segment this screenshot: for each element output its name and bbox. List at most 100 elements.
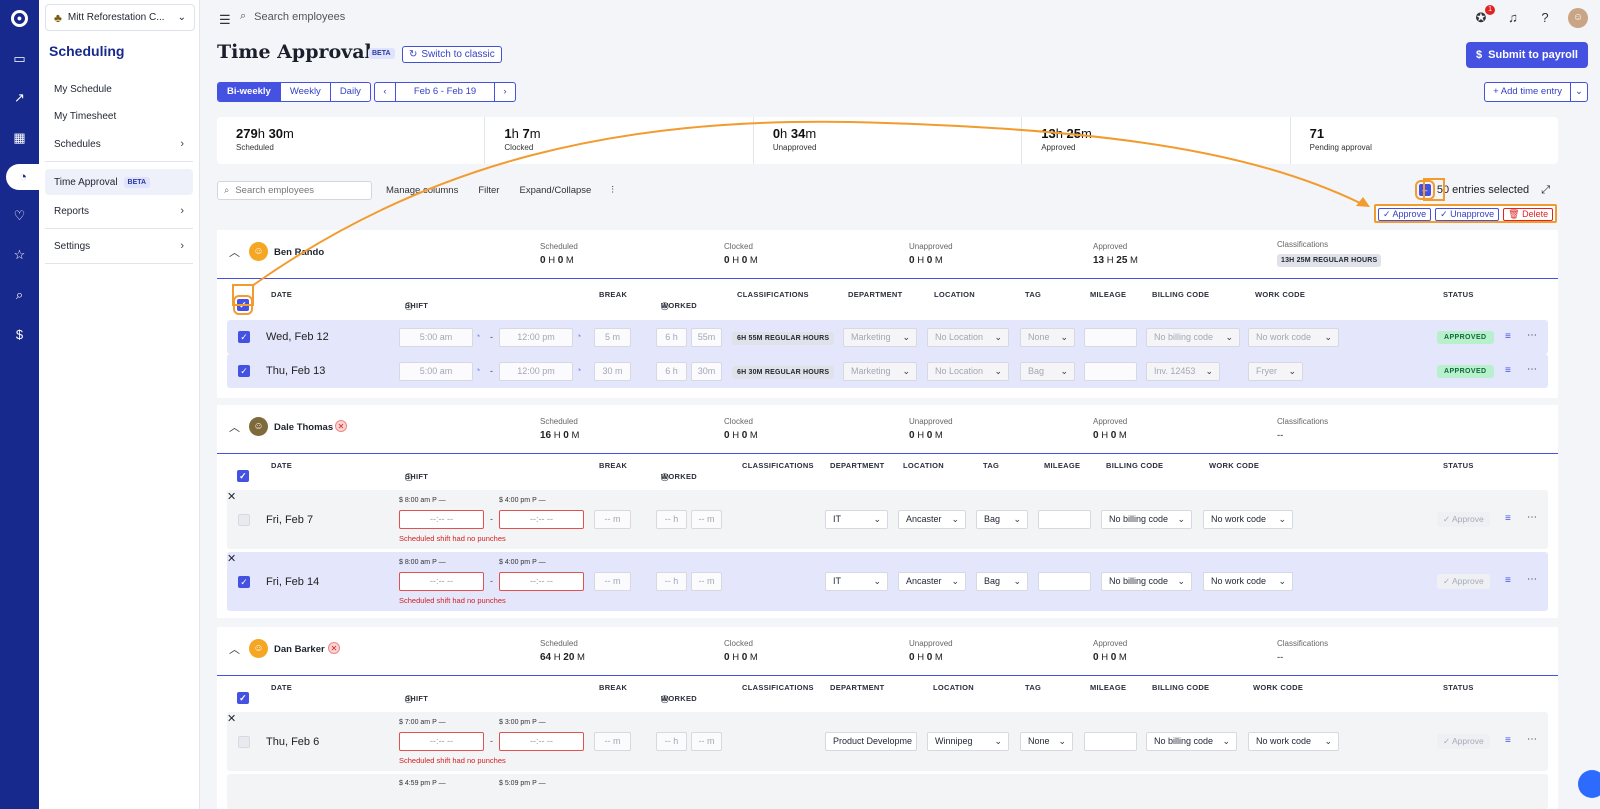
- mileage-input[interactable]: [1084, 362, 1137, 381]
- sidebar-item-settings[interactable]: Settings ›: [45, 233, 193, 259]
- worked-hours-input[interactable]: -- h: [656, 732, 687, 751]
- location-select[interactable]: No Location ⌄: [927, 362, 1009, 381]
- calendar-icon[interactable]: ▦: [13, 130, 26, 145]
- row-checkbox[interactable]: ✓: [238, 576, 250, 588]
- shift-end-input[interactable]: 12:00 pm: [499, 362, 573, 381]
- sliders-icon[interactable]: ⫶: [611, 184, 614, 196]
- department-input[interactable]: Product Developme: [825, 732, 917, 751]
- badge-star-icon[interactable]: ✪ 1: [1472, 5, 1495, 27]
- mileage-input[interactable]: [1084, 732, 1137, 751]
- search-input[interactable]: Search employees: [254, 10, 346, 23]
- notes-icon[interactable]: ≡: [1505, 735, 1511, 746]
- shift-start-input[interactable]: --:-- --: [399, 732, 484, 751]
- department-select[interactable]: IT ⌄: [825, 510, 888, 529]
- view-daily[interactable]: Daily: [339, 86, 361, 97]
- menu-icon[interactable]: ☰: [219, 12, 231, 27]
- org-switcher[interactable]: ♣ Mitt Reforestation C... ⌄: [45, 4, 195, 31]
- mileage-input[interactable]: [1038, 572, 1091, 591]
- manage-columns-button[interactable]: Manage columns: [386, 184, 459, 196]
- dollar-icon[interactable]: $: [15, 327, 24, 342]
- shift-start-input[interactable]: --:-- --: [399, 510, 484, 529]
- work-code-select[interactable]: Fryer ⌄: [1248, 362, 1303, 381]
- work-code-select[interactable]: No work code ⌄: [1203, 572, 1293, 591]
- work-code-select[interactable]: No work code ⌄: [1203, 510, 1293, 529]
- heart-icon[interactable]: ♡: [13, 208, 26, 223]
- approve-button[interactable]: ✓ Approve: [1437, 574, 1490, 589]
- mileage-input[interactable]: [1038, 510, 1091, 529]
- shift-end-input[interactable]: --:-- --: [499, 510, 584, 529]
- work-code-select[interactable]: No work code ⌄: [1248, 732, 1339, 751]
- collapse-icon[interactable]: ︿: [229, 247, 240, 259]
- shift-start-input[interactable]: 5:00 am: [399, 328, 473, 347]
- avatar[interactable]: ☺: [1568, 8, 1588, 28]
- worked-hours-input[interactable]: -- h: [656, 510, 687, 529]
- notes-icon[interactable]: ≡: [1505, 575, 1511, 586]
- department-select[interactable]: IT ⌄: [825, 572, 888, 591]
- row-select-all-checkbox[interactable]: ✓: [237, 692, 249, 704]
- bulk-delete-button[interactable]: 🗑 Delete: [1503, 208, 1554, 221]
- break-input[interactable]: 5 m: [594, 328, 631, 347]
- work-code-select[interactable]: No work code ⌄: [1248, 328, 1339, 347]
- worked-minutes-input[interactable]: -- m: [691, 510, 722, 529]
- more-icon[interactable]: ⋯: [1527, 330, 1537, 341]
- bell-icon[interactable]: ♫: [1508, 10, 1518, 25]
- row-checkbox[interactable]: ✓: [238, 365, 250, 377]
- department-select[interactable]: Marketing ⌄: [843, 328, 917, 347]
- approve-button[interactable]: ✓ Approve: [1437, 512, 1490, 527]
- search-people-icon[interactable]: ⌕: [15, 287, 24, 302]
- shift-end-input[interactable]: --:-- --: [499, 732, 584, 751]
- location-select[interactable]: No Location ⌄: [927, 328, 1009, 347]
- switch-classic-button[interactable]: ↻ Switch to classic: [402, 46, 502, 63]
- location-select[interactable]: Ancaster ⌄: [898, 510, 966, 529]
- sidebar-item-my-timesheet[interactable]: My Timesheet: [45, 103, 193, 129]
- notes-icon[interactable]: ≡: [1505, 513, 1511, 524]
- chat-launcher[interactable]: [1578, 770, 1600, 798]
- view-weekly[interactable]: Weekly: [281, 83, 331, 101]
- more-icon[interactable]: ⋯: [1527, 734, 1537, 745]
- collapse-icon[interactable]: ︿: [229, 644, 240, 656]
- sidebar-item-time-approval[interactable]: Time Approval BETA: [45, 169, 193, 195]
- row-checkbox[interactable]: [238, 736, 250, 748]
- worked-minutes-input[interactable]: -- m: [691, 572, 722, 591]
- tag-select[interactable]: None ⌄: [1020, 732, 1073, 751]
- notes-icon[interactable]: ≡: [1505, 365, 1511, 376]
- add-time-entry-button[interactable]: + Add time entry ⌄: [1484, 82, 1588, 102]
- row-checkbox[interactable]: ✓: [238, 331, 250, 343]
- billing-code-select[interactable]: No billing code ⌄: [1146, 732, 1237, 751]
- sidebar-item-reports[interactable]: Reports ›: [45, 198, 193, 224]
- bulk-unapprove-button[interactable]: ✓ Unapprove: [1435, 208, 1500, 221]
- select-all-checkbox[interactable]: –: [1414, 180, 1435, 200]
- view-bi-weekly[interactable]: Bi-weekly: [218, 83, 281, 101]
- help-icon[interactable]: ?: [1541, 10, 1549, 25]
- approve-button[interactable]: ✓ Approve: [1437, 734, 1490, 749]
- worked-hours-input[interactable]: -- h: [656, 572, 687, 591]
- global-search[interactable]: ⌕ Search employees: [240, 10, 345, 23]
- worked-hours-input[interactable]: 6 h: [656, 362, 687, 381]
- shift-end-input[interactable]: 12:00 pm: [499, 328, 573, 347]
- bulk-approve-button[interactable]: ✓ Approve: [1378, 208, 1432, 221]
- more-icon[interactable]: ⋯: [1527, 364, 1537, 375]
- row-select-all-checkbox[interactable]: ✓: [237, 470, 249, 482]
- row-checkbox[interactable]: [238, 514, 250, 526]
- tag-select[interactable]: None ⌄: [1020, 328, 1075, 347]
- employee-search-input[interactable]: ⌕ Search employees: [217, 180, 372, 200]
- expand-collapse-button[interactable]: Expand/Collapse: [519, 184, 592, 196]
- tag-select[interactable]: Bag ⌄: [976, 572, 1028, 591]
- department-select[interactable]: Marketing ⌄: [843, 362, 917, 381]
- break-input[interactable]: -- m: [594, 572, 631, 591]
- billing-code-select[interactable]: No billing code ⌄: [1101, 572, 1192, 591]
- row-select-all-checkbox[interactable]: ✓: [233, 295, 253, 315]
- break-input[interactable]: -- m: [594, 732, 631, 751]
- more-icon[interactable]: ⋯: [1527, 512, 1537, 523]
- mileage-input[interactable]: [1084, 328, 1137, 347]
- worked-minutes-input[interactable]: 55m: [691, 328, 722, 347]
- date-range[interactable]: Feb 6 - Feb 19: [395, 83, 495, 101]
- app-logo-icon[interactable]: ●: [11, 10, 28, 27]
- more-icon[interactable]: ⋯: [1527, 574, 1537, 585]
- submit-payroll-button[interactable]: $ Submit to payroll: [1466, 42, 1588, 68]
- chevron-down-icon[interactable]: ⌄: [1570, 83, 1587, 101]
- sidebar-item-my-schedule[interactable]: My Schedule: [45, 76, 193, 102]
- shift-start-input[interactable]: 5:00 am: [399, 362, 473, 381]
- break-input[interactable]: -- m: [594, 510, 631, 529]
- billing-code-select[interactable]: No billing code ⌄: [1101, 510, 1192, 529]
